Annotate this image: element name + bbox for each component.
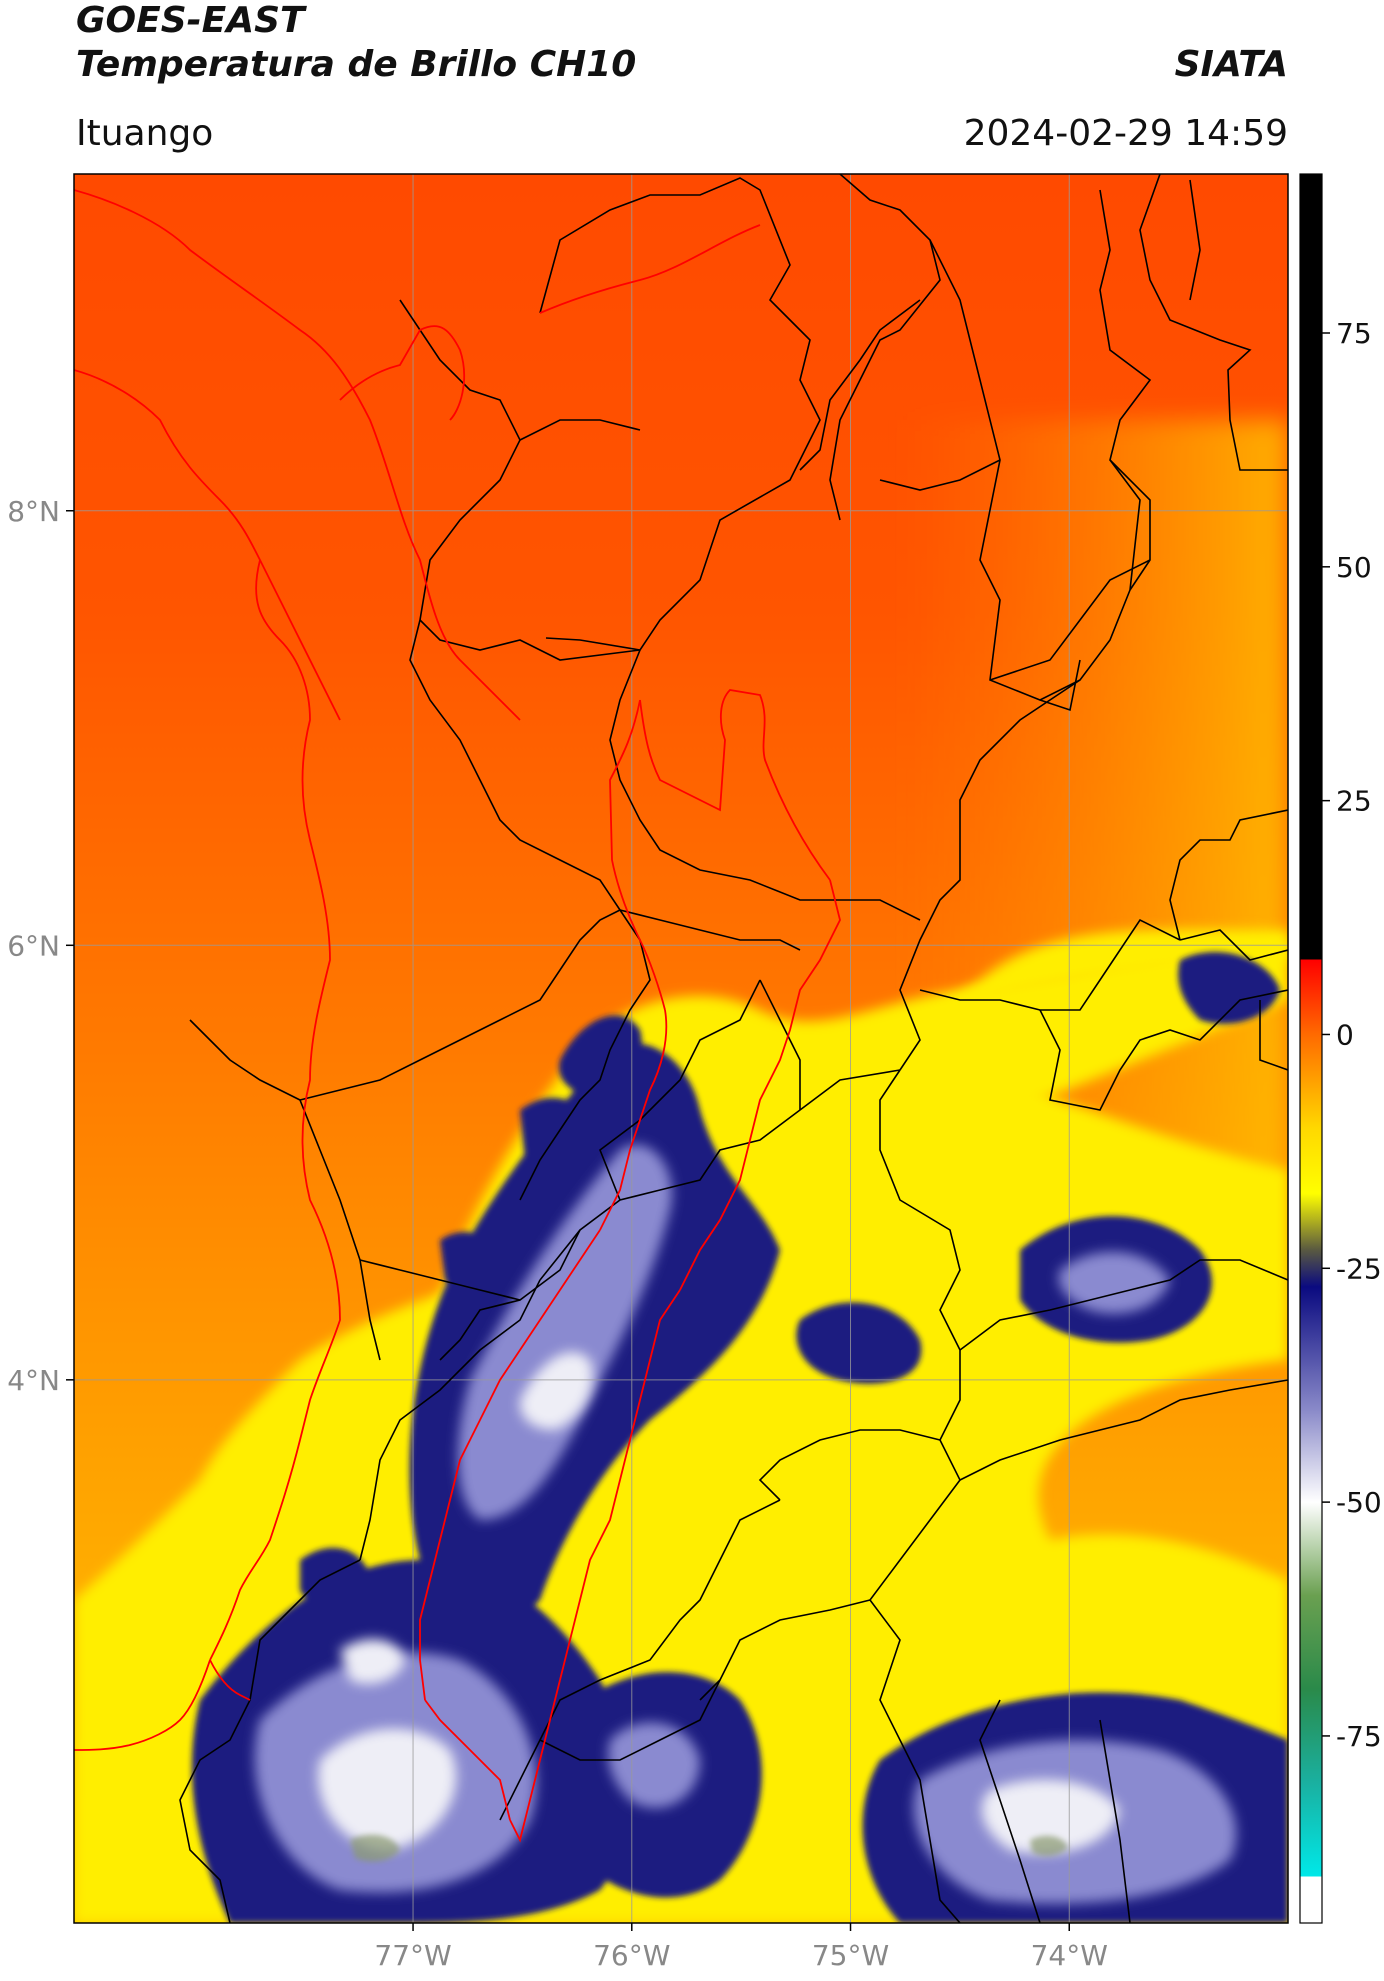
colorbar-tick-label: 25 — [1336, 785, 1372, 818]
longitude-tick-label: 77°W — [374, 1939, 451, 1972]
location-label: Ituango — [76, 113, 214, 154]
organization-label: SIATA — [1174, 44, 1288, 85]
colorbar-tick-label: -50 — [1336, 1486, 1382, 1519]
longitude-tick-label: 74°W — [1031, 1939, 1108, 1972]
longitude-tick-label: 76°W — [593, 1939, 670, 1972]
latitude-axis: 8°N 6°N 4°N — [7, 495, 74, 1397]
latitude-tick-label: 8°N — [7, 495, 60, 528]
department-boundaries — [179, 174, 1288, 1923]
colorbar-tick-label: 75 — [1336, 317, 1372, 350]
colorbar-tick-label: -75 — [1336, 1720, 1382, 1753]
latitude-tick-label: 4°N — [7, 1364, 60, 1397]
latitude-tick-label: 6°N — [7, 929, 60, 962]
longitude-tick-label: 75°W — [812, 1939, 889, 1972]
datetime-label: 2024-02-29 14:59 — [963, 113, 1288, 154]
colorbar: 75 50 25 0 -25 -50 -75 — [1299, 173, 1382, 1924]
colorbar-gradient — [1299, 173, 1323, 1924]
product-title: Temperatura de Brillo CH10 — [76, 44, 637, 85]
colorbar-tick-label: 0 — [1336, 1018, 1354, 1051]
gridlines — [74, 174, 1288, 1923]
map-area — [74, 174, 1288, 1923]
coastline-and-basin — [74, 189, 841, 1843]
colorbar-tick-label: 50 — [1336, 551, 1372, 584]
colorbar-tick-label: -25 — [1336, 1252, 1382, 1285]
longitude-axis: 77°W 76°W 75°W 74°W — [374, 1923, 1108, 1972]
map-frame — [73, 173, 1289, 1924]
satellite-title: GOES-EAST — [76, 0, 305, 41]
